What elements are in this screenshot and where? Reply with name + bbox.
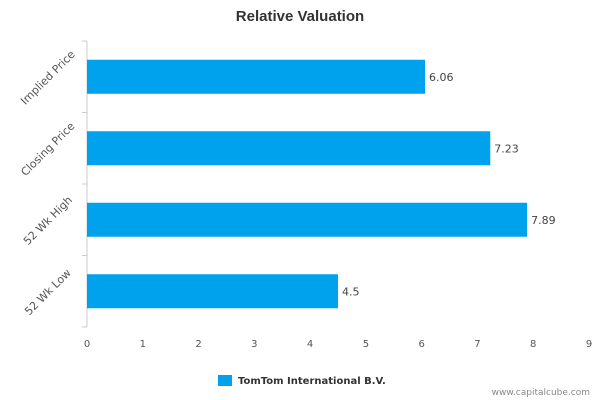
category-label: Implied Price [18,48,78,108]
chart-title: Relative Valuation [236,8,364,25]
bar [87,131,491,166]
bar [87,274,338,309]
x-tick-label: 6 [418,339,424,350]
x-tick-label: 1 [140,339,146,350]
watermark: www.capitalcube.com [492,388,590,398]
bar [87,59,426,94]
x-tick-label: 9 [586,339,592,350]
x-tick-label: 5 [363,339,369,350]
x-tick-label: 8 [530,339,536,350]
category-label: 52 Wk Low [22,266,74,318]
data-label: 7.23 [494,142,518,155]
x-tick-label: 2 [195,339,201,350]
legend: TomTom International B.V. [218,375,386,387]
data-label: 4.5 [342,285,360,298]
x-tick-label: 7 [474,339,480,350]
x-tick-label: 0 [84,339,90,350]
x-tick-label: 3 [251,339,257,350]
x-tick-label: 4 [307,339,313,350]
data-label: 6.06 [429,71,454,84]
category-label: 52 Wk High [21,194,75,248]
data-label: 7.89 [531,214,556,227]
category-label: Closing Price [18,119,77,178]
legend-swatch [218,375,232,386]
bar [87,202,528,237]
legend-label: TomTom International B.V. [238,376,386,387]
